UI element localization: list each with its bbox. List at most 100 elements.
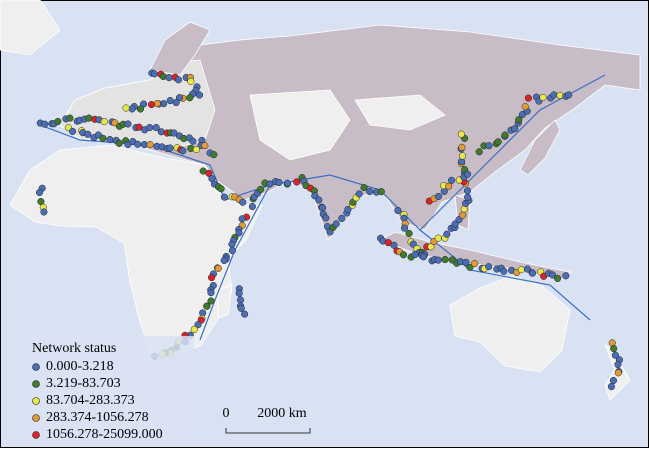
port (220, 193, 228, 201)
port (494, 138, 502, 146)
port (614, 369, 622, 377)
greenland (0, 0, 61, 56)
port (248, 203, 256, 211)
port (146, 124, 154, 132)
scale-end: 2000 km (257, 406, 307, 421)
port (228, 240, 236, 248)
port (159, 72, 167, 81)
port (485, 263, 493, 271)
port (360, 184, 368, 192)
port (257, 185, 265, 193)
legend-swatch (32, 397, 40, 405)
port (100, 118, 108, 126)
legend-swatch (32, 431, 40, 439)
legend-label: 0.000-3.218 (46, 359, 114, 374)
port (475, 148, 483, 156)
port (427, 243, 435, 251)
port (115, 139, 123, 147)
port (236, 296, 245, 304)
port (445, 182, 453, 190)
port (377, 188, 385, 196)
port (214, 264, 222, 272)
port (235, 289, 243, 297)
port (166, 144, 174, 152)
port (275, 178, 283, 187)
port (400, 224, 409, 232)
port (466, 263, 474, 271)
port (69, 127, 77, 135)
port (99, 134, 107, 142)
port (609, 376, 618, 385)
port (205, 169, 213, 177)
port (40, 208, 48, 216)
port (319, 204, 327, 212)
port (66, 114, 74, 122)
port (463, 170, 472, 178)
port (179, 147, 187, 155)
port (157, 128, 165, 136)
port (434, 234, 442, 242)
port (458, 143, 466, 151)
port (152, 123, 160, 132)
africa (9, 144, 263, 357)
port (134, 140, 142, 148)
port (463, 187, 472, 195)
port (614, 361, 622, 369)
port (195, 91, 204, 99)
port (192, 145, 200, 154)
port (524, 94, 532, 102)
port (455, 216, 463, 224)
port (147, 101, 156, 109)
port (554, 274, 562, 282)
legend-label: 1056.278-25099.000 (46, 427, 163, 442)
port (106, 136, 114, 144)
port (471, 260, 479, 268)
port (332, 220, 340, 228)
mongolia (354, 94, 446, 131)
port (146, 141, 154, 149)
port (187, 77, 195, 86)
port (136, 105, 144, 113)
port (207, 297, 215, 305)
port (515, 116, 523, 124)
port (122, 104, 130, 112)
port (85, 114, 93, 122)
port (35, 188, 44, 197)
port (190, 325, 198, 333)
scale-line (225, 428, 311, 434)
port (165, 74, 173, 82)
port (366, 187, 374, 196)
port (394, 206, 402, 215)
port (41, 120, 49, 128)
port (549, 271, 557, 279)
port (228, 247, 236, 255)
port (405, 229, 413, 238)
port (124, 120, 132, 128)
port (485, 142, 493, 150)
port (128, 105, 136, 113)
port (441, 256, 449, 264)
scale-bar: 0 2000 km (223, 406, 311, 434)
port (355, 190, 363, 198)
port (462, 258, 470, 266)
legend-box (22, 336, 194, 440)
port (150, 70, 158, 78)
port (203, 302, 211, 310)
scale-start: 0 (223, 406, 230, 421)
port (174, 76, 182, 84)
legend-label: 3.219-83.703 (46, 376, 121, 391)
port (175, 94, 184, 102)
port (434, 256, 442, 264)
port (501, 131, 509, 139)
port (189, 137, 197, 145)
port (194, 321, 202, 329)
port (518, 110, 526, 119)
legend-label: 283.374-1056.278 (46, 410, 149, 425)
legend-swatch (32, 380, 40, 388)
port (293, 178, 301, 186)
port (511, 125, 519, 133)
port (384, 239, 392, 247)
route (199, 184, 271, 341)
port (237, 304, 245, 312)
